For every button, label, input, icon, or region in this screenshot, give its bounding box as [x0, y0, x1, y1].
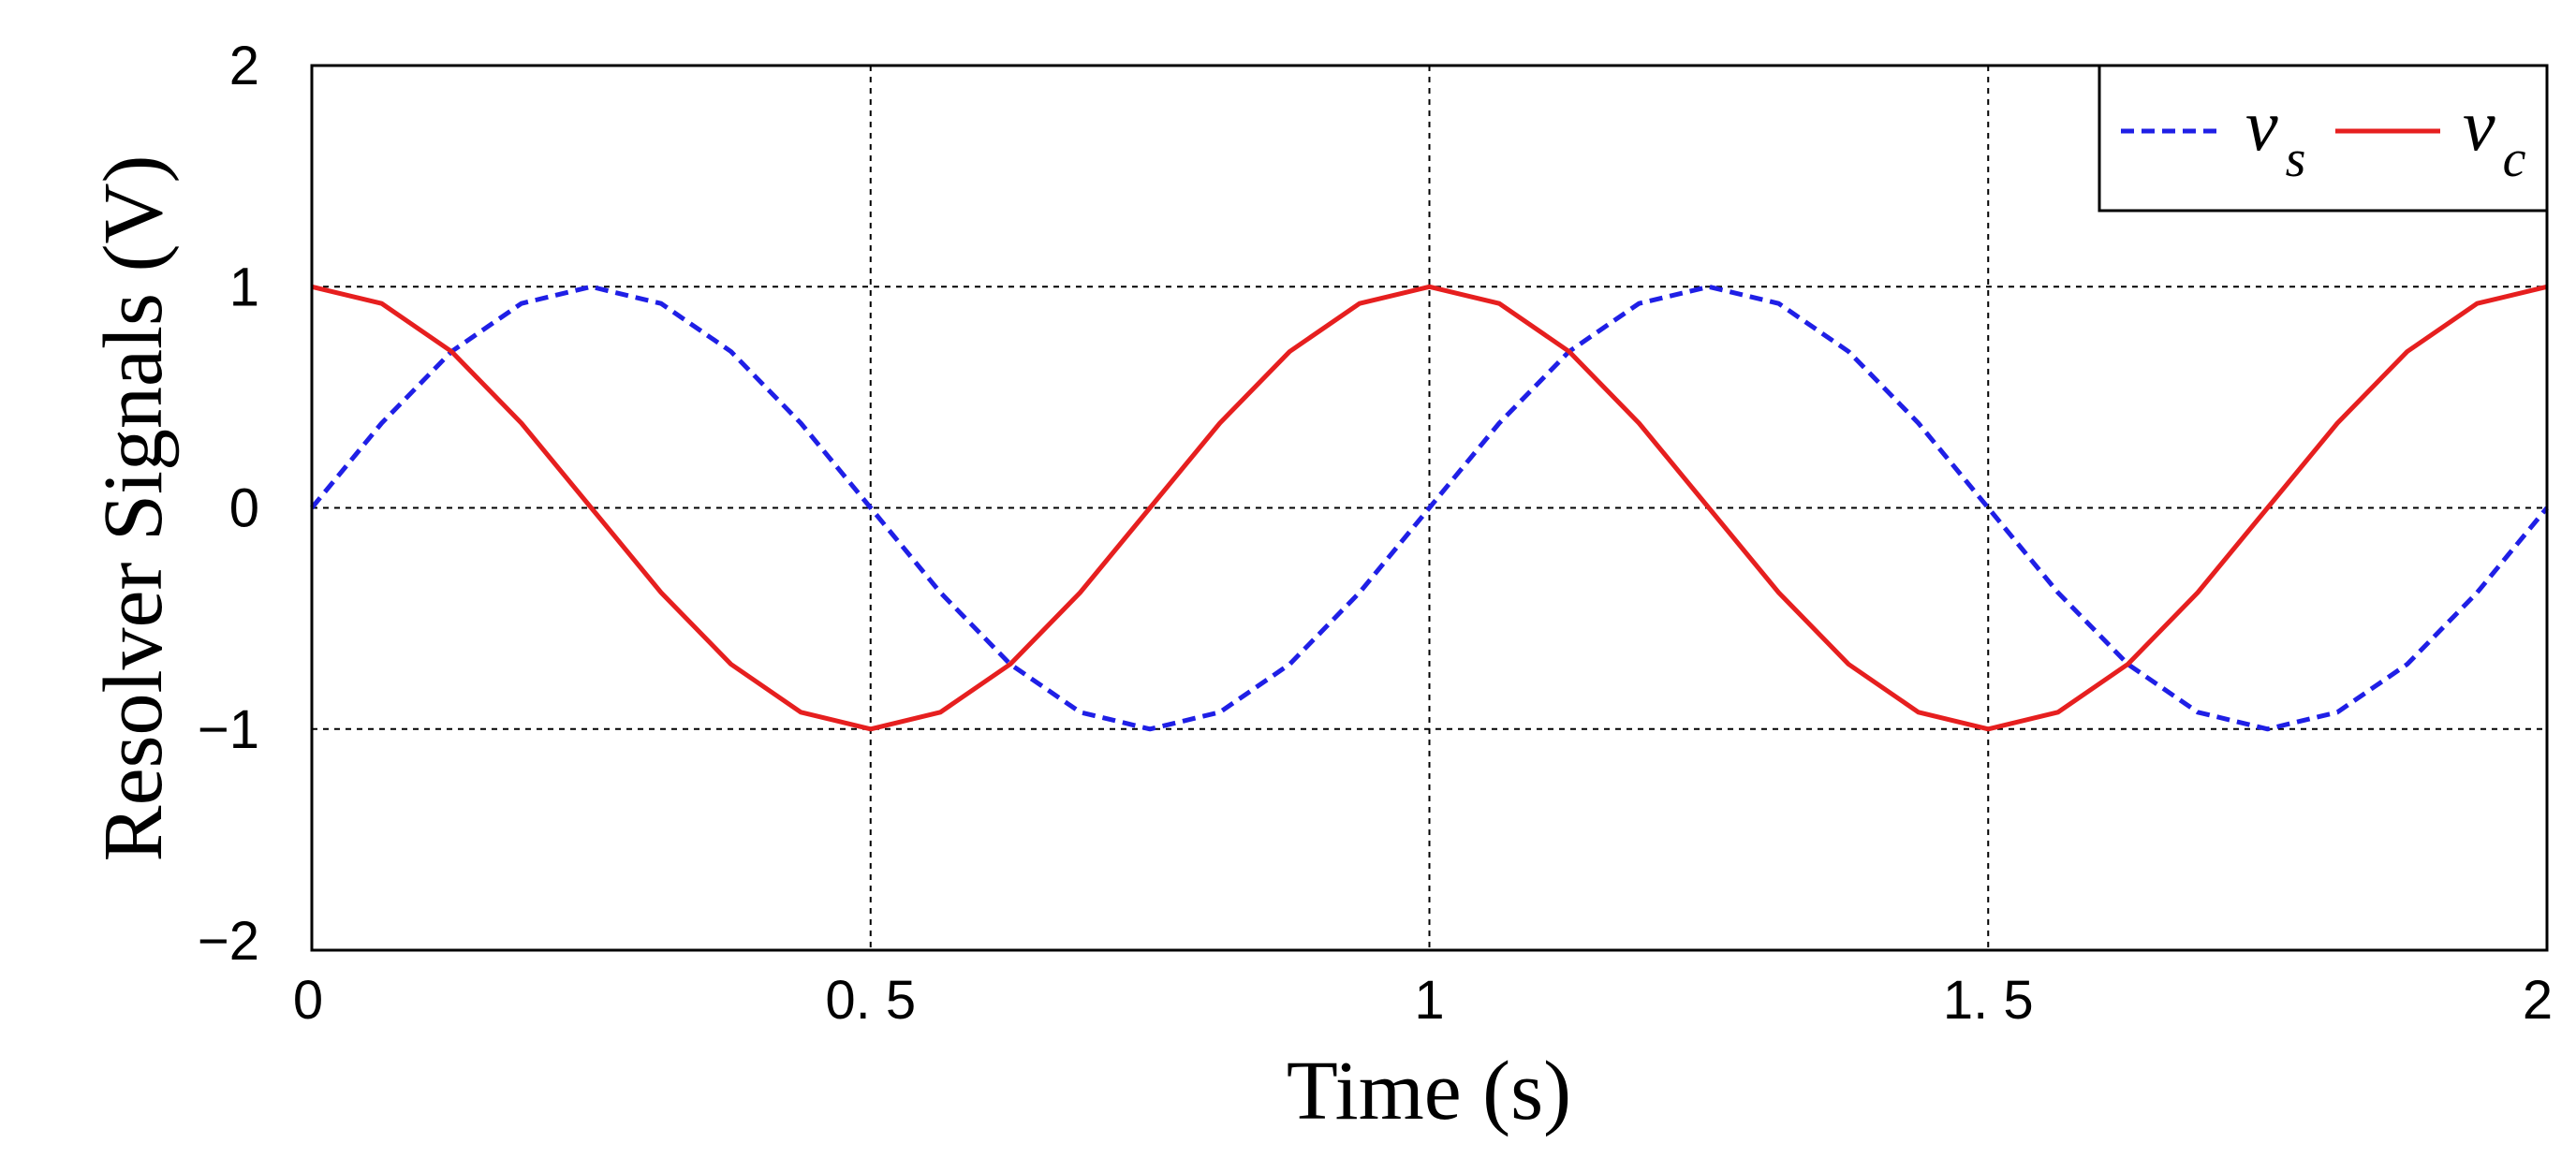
series-line-v-s — [310, 284, 2549, 732]
y-tick-labels: −2 −1 0 1 2 — [198, 36, 259, 972]
y-tick-label-2: 0 — [229, 478, 259, 539]
y-tick-label-1: −1 — [198, 699, 259, 760]
y-tick-label-0: −2 — [198, 911, 259, 972]
legend-label-subscript: c — [2503, 130, 2526, 188]
series-layer — [310, 284, 2549, 732]
legend-label-main: v — [2463, 84, 2495, 166]
legend-box — [2098, 64, 2549, 213]
y-axis-title: Resolver Signals (V) — [87, 155, 180, 862]
x-tick-label-4: 2 — [2523, 970, 2553, 1031]
plot-frame — [310, 64, 2549, 952]
x-axis-title: Time (s) — [1287, 1045, 1571, 1137]
x-tick-label-0: 0 — [293, 970, 323, 1031]
x-tick-label-1: 0. 5 — [825, 970, 916, 1031]
series-line-v-c — [311, 284, 2548, 732]
x-tick-label-3: 1. 5 — [1943, 970, 2034, 1031]
x-tick-label-2: 1 — [1414, 970, 1444, 1031]
x-tick-labels: 0 0. 5 1 1. 5 2 — [293, 970, 2553, 1031]
legend-label-subscript: s — [2286, 130, 2306, 188]
legend-label-main: v — [2245, 84, 2278, 166]
y-tick-label-4: 2 — [229, 36, 259, 96]
y-tick-label-3: 1 — [229, 257, 259, 317]
